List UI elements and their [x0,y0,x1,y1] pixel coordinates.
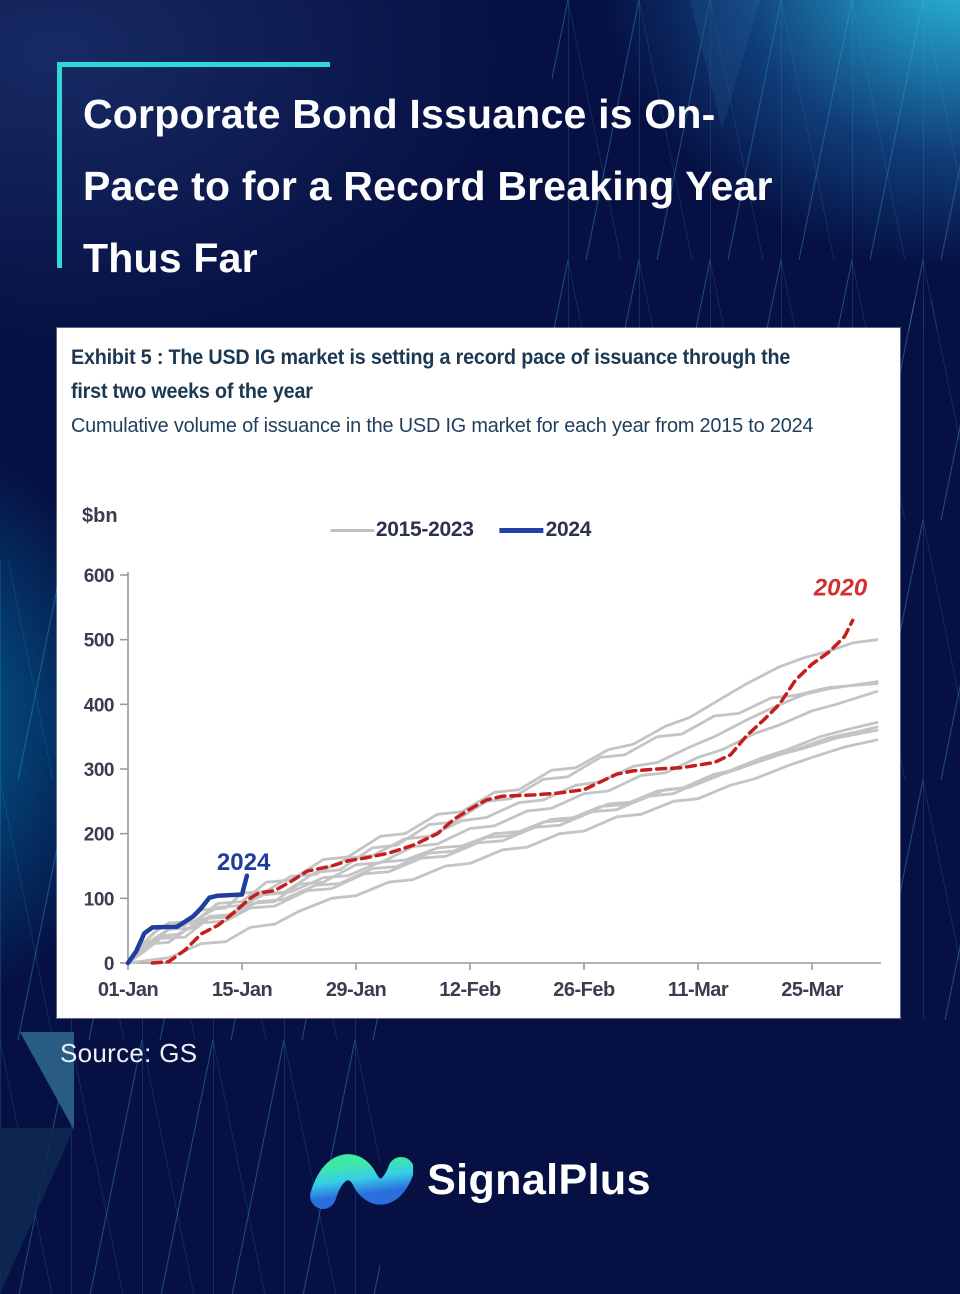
svg-text:300: 300 [84,760,114,781]
brand-name: SignalPlus [427,1155,651,1204]
svg-text:29-Jan: 29-Jan [326,979,386,1001]
source-note: Source: GS [60,1038,198,1068]
accent-border-top [57,62,330,67]
svg-text:25-Mar: 25-Mar [781,979,843,1001]
svg-text:0: 0 [104,954,114,975]
legend-item-2015-2023: 2015-2023 [329,518,474,542]
brand-footer: SignalPlus [309,1142,651,1218]
page-title-line-1: Corporate Bond Issuance is On- [83,91,716,137]
svg-text:$bn: $bn [82,505,118,527]
signalplus-logo-icon [310,1154,414,1209]
legend-item-2024: 2024 [499,518,592,542]
svg-text:600: 600 [84,566,114,587]
page-title-line-3: Thus Far [83,235,258,281]
svg-text:26-Feb: 26-Feb [553,979,615,1001]
exhibit-card: Exhibit 5 : The USD IG market is setting… [57,328,900,1018]
chart-area: $bn 0 100 200 300 400 500 600 01-Jan 15-Jan 29-Jan… [57,488,900,1018]
exhibit-title-line-1: Exhibit 5 : The USD IG market is setting… [71,346,791,369]
svg-text:2020: 2020 [813,575,868,602]
accent-border-left [57,62,62,268]
legend-label: 2024 [545,518,592,541]
svg-text:100: 100 [84,889,114,910]
svg-text:01-Jan: 01-Jan [98,979,158,1001]
svg-text:500: 500 [84,631,114,652]
svg-text:11-Mar: 11-Mar [668,979,729,1001]
page-title-line-2: Pace to for a Record Breaking Year [83,163,773,209]
legend-swatch-gray [329,528,374,532]
pattern-right-strip [896,300,960,1020]
page-title: Corporate Bond Issuance is On- Pace to f… [57,62,887,294]
legend-swatch-blue [499,527,544,533]
title-block: Corporate Bond Issuance is On- Pace to f… [57,62,887,294]
exhibit-subtitle: Cumulative volume of issuance in the USD… [71,414,814,437]
legend-label: 2015-2023 [375,518,474,541]
issuance-line-chart: $bn 0 100 200 300 400 500 600 01-Jan 15-Jan 29-Jan… [82,505,881,1001]
chart-legend: 2015-2023 2024 [329,518,592,542]
svg-text:200: 200 [84,825,114,846]
svg-text:2024: 2024 [217,849,271,876]
exhibit-title-line-2: first two weeks of the year [71,380,313,403]
svg-text:400: 400 [84,695,114,716]
exhibit-title: Exhibit 5 : The USD IG market is setting… [71,341,898,409]
svg-text:12-Feb: 12-Feb [439,979,501,1001]
pattern-left-strip [0,560,58,1018]
svg-text:15-Jan: 15-Jan [212,979,272,1001]
